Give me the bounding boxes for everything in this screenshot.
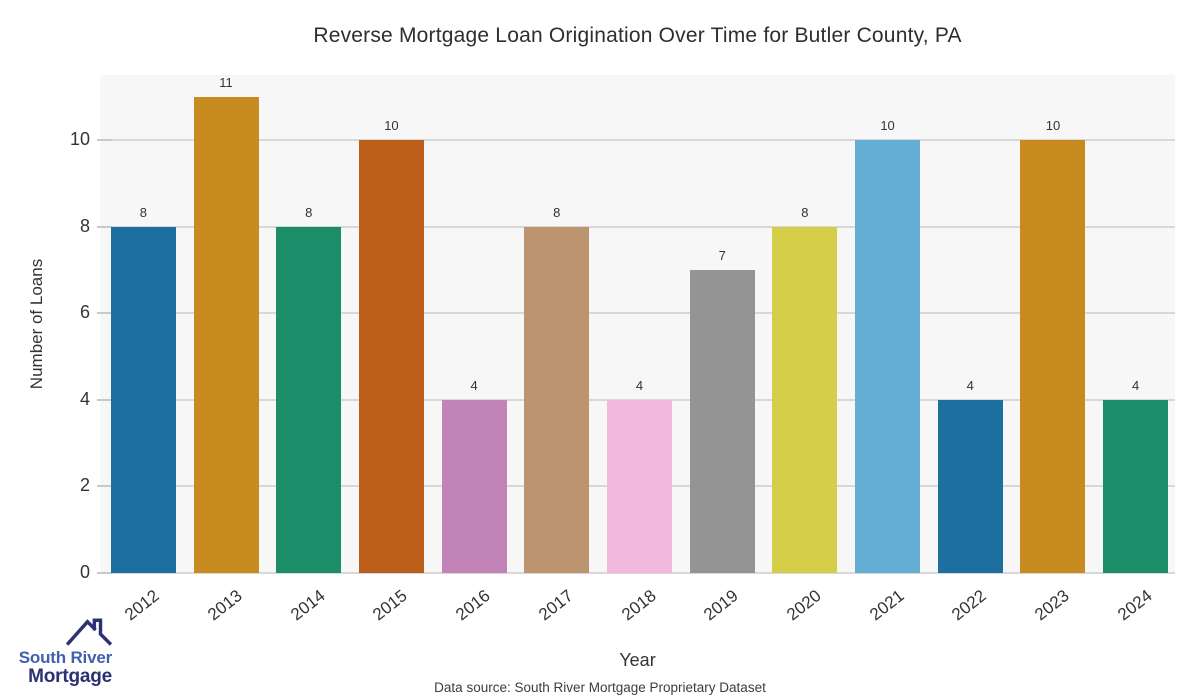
bar-value-label-2019: 7	[718, 247, 726, 263]
house-roof-icon	[66, 618, 112, 646]
chart-title: Reverse Mortgage Loan Origination Over T…	[313, 24, 962, 47]
data-source-note: Data source: South River Mortgage Propri…	[434, 680, 766, 695]
y-tick-label-6: 6	[79, 302, 90, 323]
y-tick-label-0: 0	[79, 562, 90, 582]
bar-2022	[937, 399, 1003, 573]
bar-value-label-2021: 10	[880, 117, 895, 133]
y-tick-label-4: 4	[79, 388, 90, 409]
bar-2024	[1103, 399, 1169, 573]
y-tick-mark	[97, 138, 112, 141]
gridline-y-10	[100, 138, 1175, 141]
bar-2016	[441, 399, 507, 573]
bar-2014	[276, 226, 342, 573]
bar-value-label-2017: 8	[553, 204, 561, 220]
y-tick-label-10: 10	[69, 128, 90, 149]
bar-2013	[193, 96, 259, 573]
y-tick-label-8: 8	[79, 215, 90, 236]
x-tick-label-2019: 2019	[700, 586, 742, 625]
x-tick-label-2014: 2014	[286, 586, 329, 625]
gridline-y-0	[100, 572, 1175, 574]
bar-2019	[689, 269, 755, 573]
bar-value-label-2020: 8	[801, 204, 809, 220]
x-tick-label-2018: 2018	[617, 586, 660, 625]
x-tick-label-2023: 2023	[1031, 586, 1073, 625]
bar-2020	[772, 226, 838, 573]
bar-value-label-2024: 4	[1132, 377, 1140, 393]
bar-2018	[607, 399, 672, 573]
x-tick-label-2015: 2015	[369, 586, 412, 625]
x-axis-title: Year	[619, 650, 656, 670]
bar-value-label-2016: 4	[470, 377, 478, 393]
gridline-y-6	[100, 312, 1175, 315]
bar-2012	[110, 226, 176, 573]
y-tick-label-2: 2	[79, 475, 90, 496]
y-axis-title: Number of Loans	[27, 258, 46, 390]
x-tick-label-2024: 2024	[1113, 586, 1156, 625]
x-tick-label-2021: 2021	[865, 586, 908, 625]
bar-value-label-2018: 4	[635, 377, 644, 393]
x-tick-label-2017: 2017	[534, 586, 577, 625]
logo-text-line2: Mortgage	[28, 666, 112, 687]
gridline-y-4	[100, 398, 1175, 401]
logo-text-line1: South River	[18, 648, 112, 667]
x-tick-label-2022: 2022	[948, 586, 990, 625]
y-tick-mark	[97, 572, 112, 574]
x-tick-label-2013: 2013	[204, 586, 246, 625]
bar-value-label-2012: 8	[139, 204, 147, 220]
x-tick-label-2020: 2020	[783, 586, 825, 625]
bar-2017	[524, 226, 590, 573]
bar-2015	[358, 139, 424, 573]
bar-value-label-2015: 10	[384, 117, 399, 133]
bar-value-label-2023: 10	[1045, 117, 1061, 133]
plot-panel: 8 11 8 10 4 8 4 7 8 10 4 10 4	[97, 74, 1175, 574]
gridline-y-8	[100, 225, 1175, 228]
y-tick-mark	[97, 398, 112, 401]
x-tick-label-2016: 2016	[452, 586, 494, 625]
bar-2023	[1020, 139, 1086, 573]
y-tick-mark	[97, 225, 112, 228]
y-tick-mark	[97, 312, 112, 315]
bar-value-label-2022: 4	[966, 377, 974, 393]
y-tick-mark	[97, 485, 112, 488]
bar-value-label-2014: 8	[305, 204, 313, 220]
bar-2021	[855, 139, 921, 573]
bar-value-label-2013: 11	[219, 74, 233, 90]
